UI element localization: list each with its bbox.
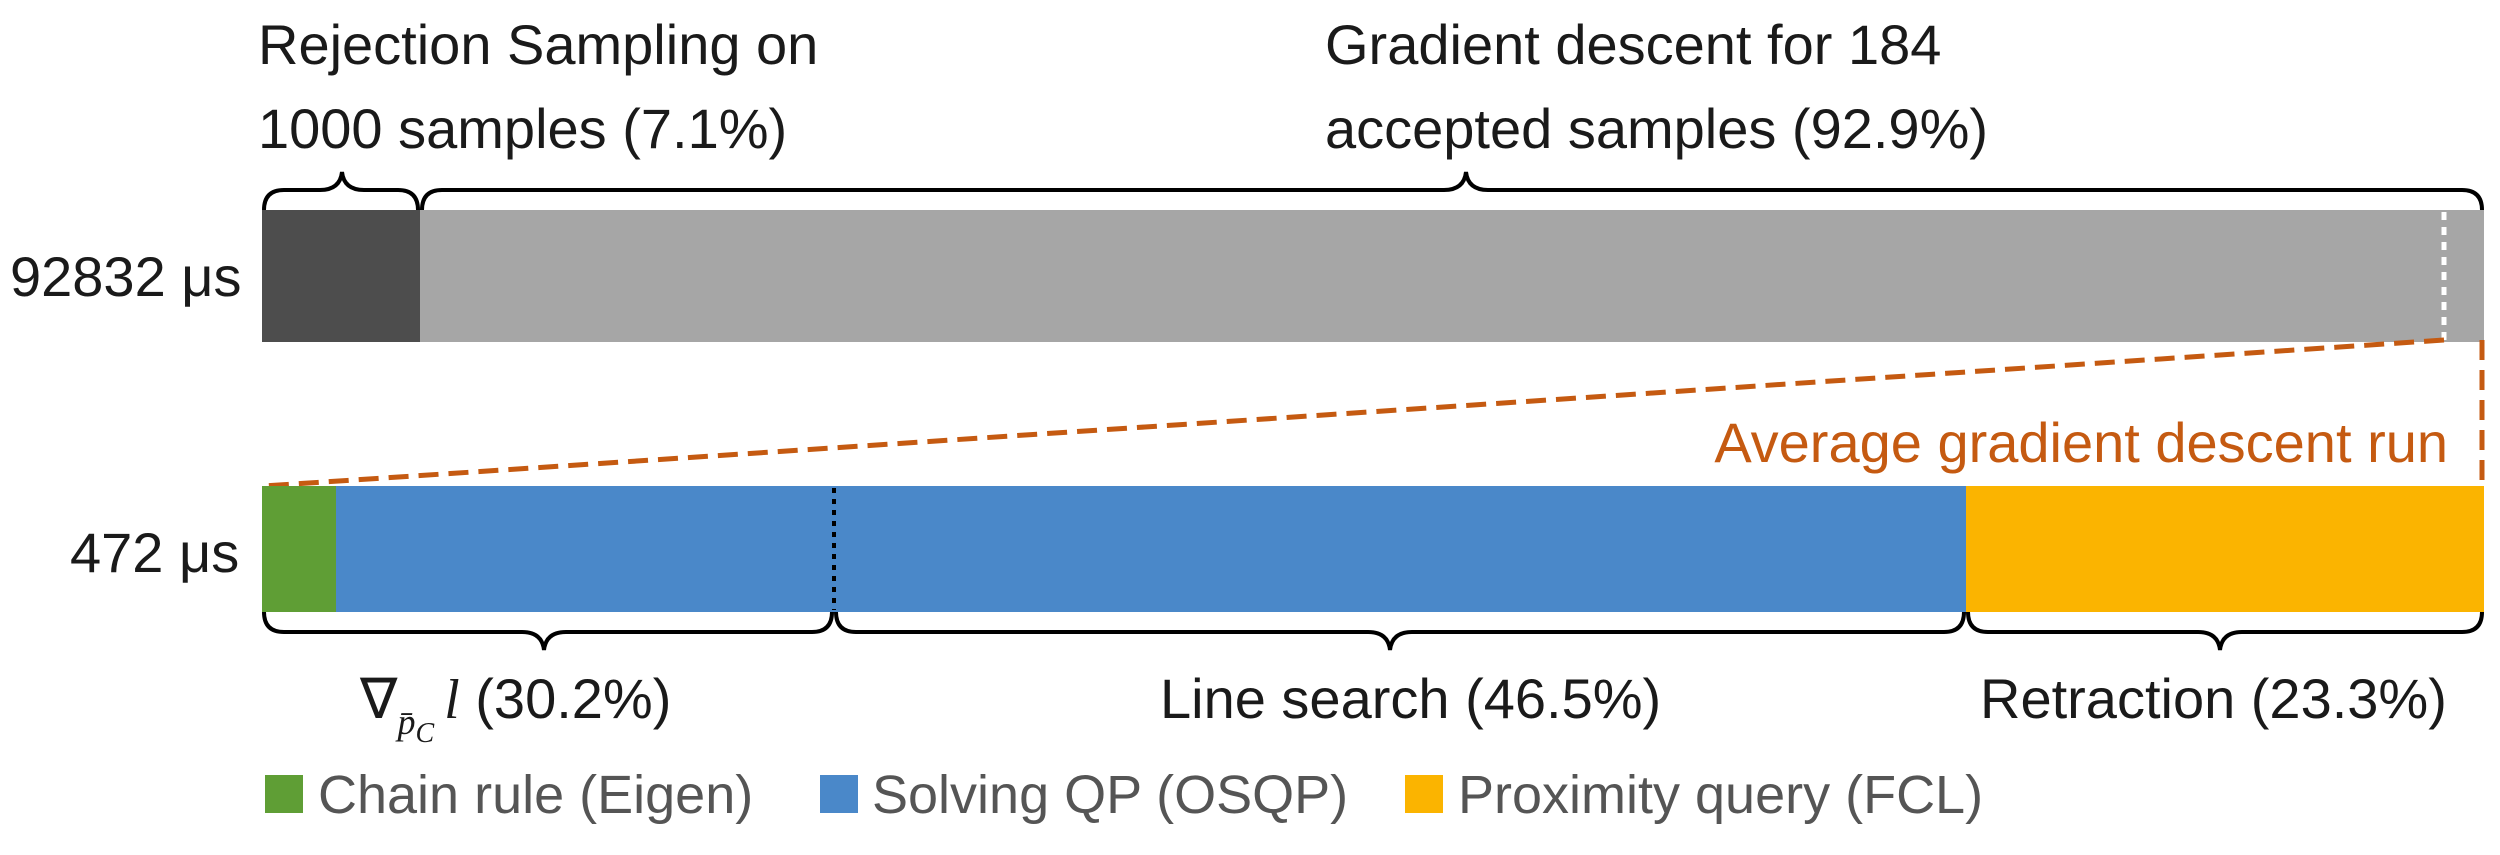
- zoom-line-left: [263, 337, 2445, 489]
- bar-segment-solving-qp: [336, 486, 1966, 612]
- top-bar-total-label: 92832 μs: [10, 245, 242, 308]
- gradient-descent-label-line2: accepted samples (92.9%): [1325, 97, 1988, 160]
- bar-segment-gradient-descent: [420, 210, 2484, 342]
- legend-swatch-solving-qp: [820, 775, 858, 813]
- top-bar: [262, 210, 2484, 342]
- gradient-share-label: ∇p̄Cl (30.2%): [359, 667, 671, 749]
- brace-gradient: [262, 611, 834, 651]
- bar-segment-proximity-query: [1966, 486, 2484, 612]
- legend: Chain rule (Eigen) Solving QP (OSQP) Pro…: [265, 765, 1983, 825]
- rejection-sampling-label-line2: 1000 samples (7.1%): [258, 97, 787, 160]
- gradient-descent-label-line1: Gradient descent for 184: [1325, 13, 1941, 76]
- brace-line-search: [834, 611, 1966, 651]
- gradient-subsubscript: C: [415, 718, 434, 749]
- brace-rejection-sampling: [262, 171, 420, 211]
- gradient-variable: l: [444, 669, 460, 731]
- bottom-bar-total-label: 472 μs: [70, 521, 239, 584]
- bar-segment-chain-rule: [262, 486, 336, 612]
- nabla-symbol: ∇: [359, 667, 398, 730]
- legend-label-solving-qp: Solving QP (OSQP): [872, 765, 1348, 825]
- gradient-subscript: p̄: [394, 702, 415, 742]
- legend-swatch-chain-rule: [265, 775, 303, 813]
- bar-segment-rejection-sampling: [262, 210, 420, 342]
- bottom-bar: [262, 486, 2484, 612]
- legend-label-proximity-query: Proximity query (FCL): [1458, 765, 1983, 825]
- rejection-sampling-label-line1: Rejection Sampling on: [258, 13, 818, 76]
- gradient-percent: (30.2%): [460, 667, 672, 730]
- brace-gradient-descent: [420, 171, 2484, 211]
- brace-retraction: [1966, 611, 2484, 651]
- legend-label-chain-rule: Chain rule (Eigen): [318, 765, 753, 825]
- legend-swatch-proximity-query: [1405, 775, 1443, 813]
- retraction-label: Retraction (23.3%): [1980, 667, 2447, 730]
- average-gradient-descent-run-label: Average gradient descent run: [1714, 411, 2448, 474]
- line-search-label: Line search (46.5%): [1160, 667, 1661, 730]
